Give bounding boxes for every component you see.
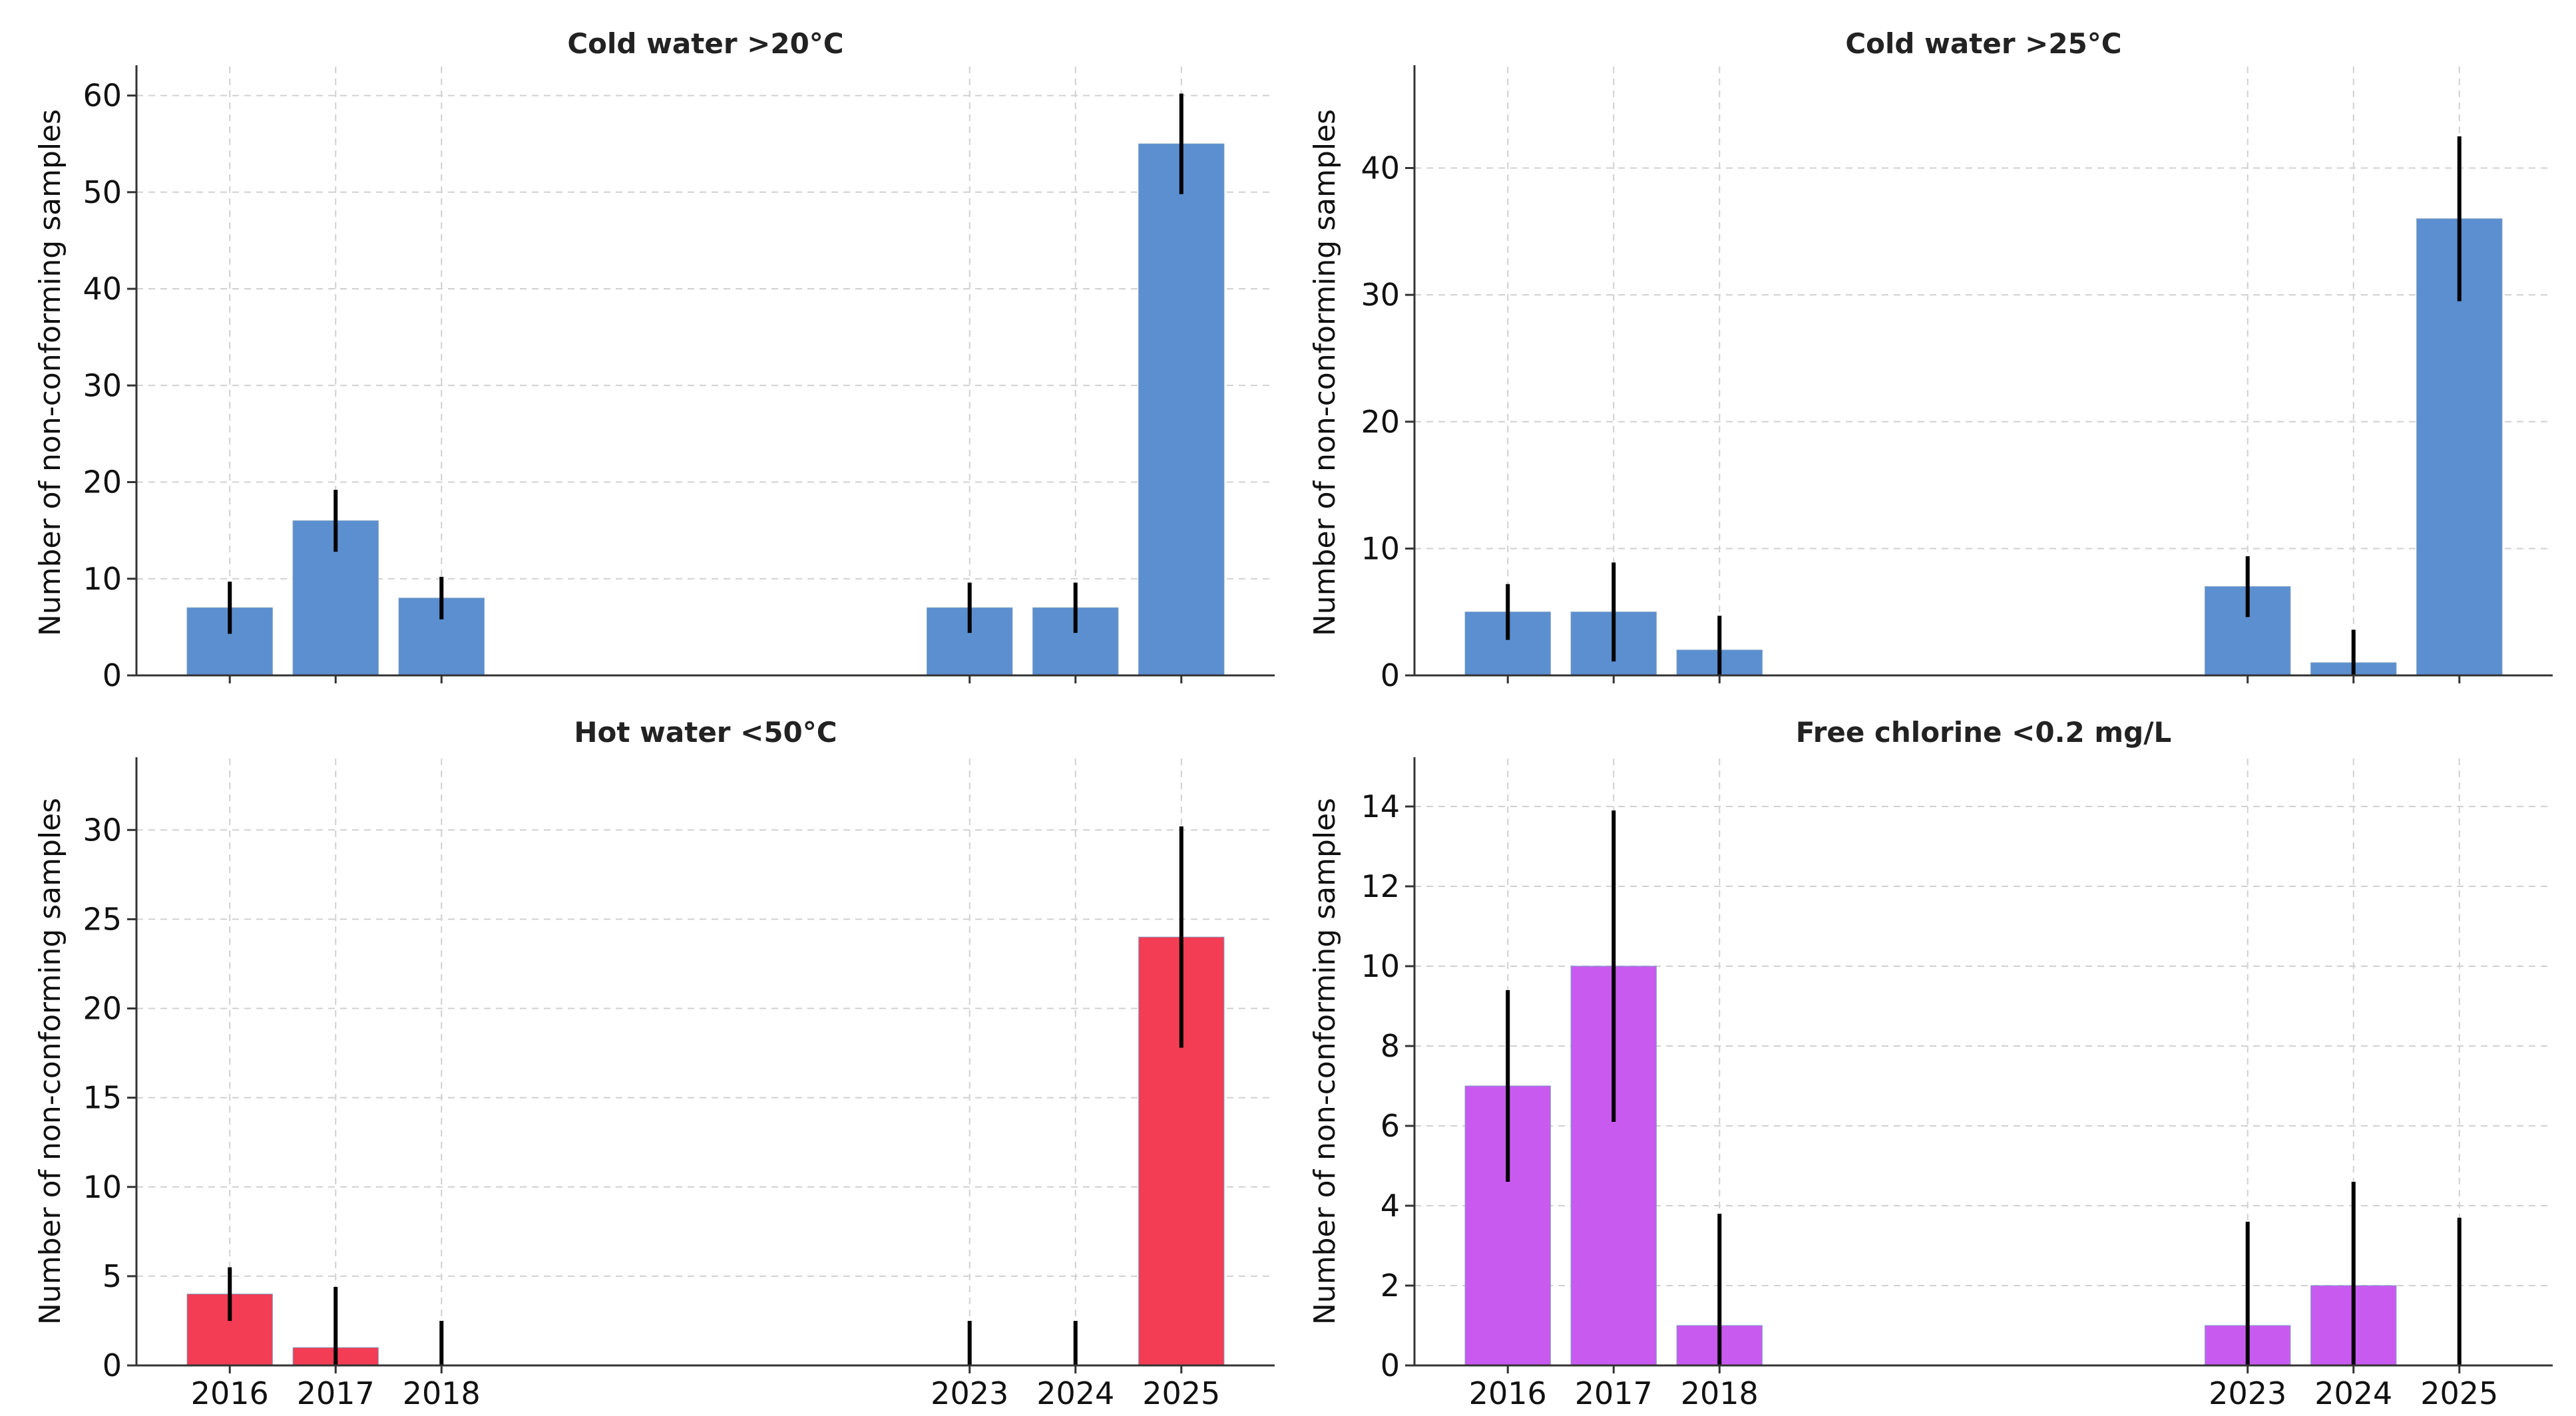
panel-free-chlorine: Free chlorine <0.2 mg/L Number of non-co… xyxy=(1308,716,2553,1411)
y-tick-label: 4 xyxy=(1381,1188,1400,1224)
x-tick-label: 2016 xyxy=(191,1375,269,1411)
x-tick-label: 2018 xyxy=(403,1375,481,1411)
y-axis-label: Number of non-conforming samples xyxy=(1308,798,1342,1325)
x-tick-label: 2017 xyxy=(297,1375,375,1411)
y-tick-label: 60 xyxy=(83,78,122,114)
y-tick-label: 0 xyxy=(1381,657,1400,693)
x-tick-label: 2017 xyxy=(1575,1375,1653,1411)
x-tick-label: 2025 xyxy=(2420,1375,2498,1411)
panel-title: Cold water >20°C xyxy=(567,27,843,60)
y-tick-label: 30 xyxy=(83,812,122,848)
y-tick-label: 0 xyxy=(103,657,122,693)
panel-hot-water-50: Hot water <50°C Number of non-conforming… xyxy=(33,716,1275,1411)
panel-cold-water-25: Cold water >25°C Number of non-conformin… xyxy=(1308,27,2553,693)
y-tick-label: 25 xyxy=(83,901,122,937)
x-tick-label: 2024 xyxy=(2314,1375,2392,1411)
y-tick-label: 2 xyxy=(1381,1268,1400,1304)
y-tick-label: 0 xyxy=(103,1347,122,1383)
x-tick-label: 2024 xyxy=(1036,1375,1114,1411)
plot-area: 0 10 20 30 40 xyxy=(1361,65,2553,693)
y-tick-label: 50 xyxy=(83,174,122,210)
y-tick-label: 15 xyxy=(83,1080,122,1116)
y-axis-label: Number of non-conforming samples xyxy=(33,109,67,636)
y-tick-label: 40 xyxy=(83,271,122,307)
y-tick-label: 20 xyxy=(83,464,122,500)
y-tick-label: 30 xyxy=(1361,277,1400,313)
bar-2025 xyxy=(1138,143,1225,676)
plot-area: 0 2 4 6 8 10 12 14 2016 2017 2018 2023 2024 2025 xyxy=(1361,757,2553,1411)
y-tick-label: 40 xyxy=(1361,150,1400,186)
y-tick-label: 30 xyxy=(83,367,122,403)
y-axis-label: Number of non-conforming samples xyxy=(1308,109,1342,636)
y-axis-label: Number of non-conforming samples xyxy=(33,798,67,1325)
panel-cold-water-20: Cold water >20°C Number of non-conformin… xyxy=(33,27,1275,693)
x-tick-label: 2023 xyxy=(931,1375,1008,1411)
x-tick-label: 2025 xyxy=(1142,1375,1220,1411)
y-tick-label: 8 xyxy=(1381,1028,1400,1064)
y-tick-label: 20 xyxy=(83,991,122,1027)
y-tick-label: 6 xyxy=(1381,1108,1400,1144)
y-tick-label: 10 xyxy=(83,561,122,597)
y-tick-label: 0 xyxy=(1381,1347,1400,1383)
y-tick-label: 10 xyxy=(1361,948,1400,984)
x-tick-label: 2023 xyxy=(2209,1375,2286,1411)
y-tick-label: 12 xyxy=(1361,868,1400,904)
plot-area: 0 10 20 30 40 50 60 xyxy=(83,65,1275,693)
x-tick-label: 2016 xyxy=(1469,1375,1547,1411)
x-tick-label: 2018 xyxy=(1681,1375,1759,1411)
y-tick-label: 20 xyxy=(1361,404,1400,440)
y-tick-label: 5 xyxy=(103,1258,122,1294)
panel-title: Cold water >25°C xyxy=(1845,27,2121,60)
panel-title: Free chlorine <0.2 mg/L xyxy=(1796,716,2172,749)
y-tick-label: 14 xyxy=(1361,789,1400,824)
y-tick-label: 10 xyxy=(1361,530,1400,566)
y-tick-label: 10 xyxy=(83,1169,122,1205)
panel-title: Hot water <50°C xyxy=(574,716,837,749)
